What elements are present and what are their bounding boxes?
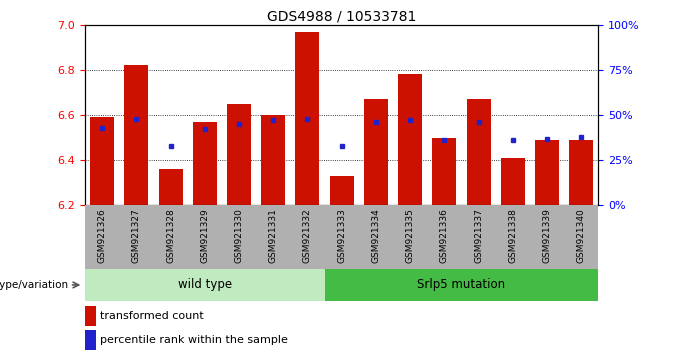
Text: GSM921331: GSM921331 (269, 209, 277, 263)
Text: Srlp5 mutation: Srlp5 mutation (418, 279, 505, 291)
Bar (90, 117, 114, 205)
Text: wild type: wild type (177, 279, 232, 291)
Text: GSM921328: GSM921328 (166, 209, 175, 263)
Bar (227, 104, 251, 205)
Text: GSM921329: GSM921329 (201, 209, 209, 263)
Bar (85, 306, 96, 326)
Bar (330, 176, 354, 205)
Bar (158, 169, 182, 205)
Text: GSM921340: GSM921340 (577, 209, 585, 263)
Bar (124, 65, 148, 205)
Text: GSM921334: GSM921334 (371, 209, 380, 263)
Title: GDS4988 / 10533781: GDS4988 / 10533781 (267, 10, 416, 24)
Text: GSM921330: GSM921330 (235, 209, 243, 263)
Text: transformed count: transformed count (101, 311, 204, 321)
Bar (324, 269, 598, 301)
Text: genotype/variation: genotype/variation (0, 280, 68, 290)
Bar (296, 32, 320, 205)
Bar (535, 140, 559, 205)
Text: GSM921332: GSM921332 (303, 209, 312, 263)
Text: GSM921336: GSM921336 (440, 209, 449, 263)
Text: GSM921338: GSM921338 (509, 209, 517, 263)
Text: percentile rank within the sample: percentile rank within the sample (101, 335, 288, 345)
Text: GSM921326: GSM921326 (98, 209, 107, 263)
Bar (85, 269, 324, 301)
Bar (85, 330, 96, 350)
Bar (193, 122, 217, 205)
Text: GSM921335: GSM921335 (406, 209, 415, 263)
Bar (466, 99, 490, 205)
Text: GSM921339: GSM921339 (543, 209, 551, 263)
Text: GSM921333: GSM921333 (337, 209, 346, 263)
Bar (261, 115, 285, 205)
Bar (569, 140, 593, 205)
Text: GSM921327: GSM921327 (132, 209, 141, 263)
Bar (432, 138, 456, 205)
Bar (398, 74, 422, 205)
Text: GSM921337: GSM921337 (474, 209, 483, 263)
Bar (501, 158, 525, 205)
Bar (364, 99, 388, 205)
